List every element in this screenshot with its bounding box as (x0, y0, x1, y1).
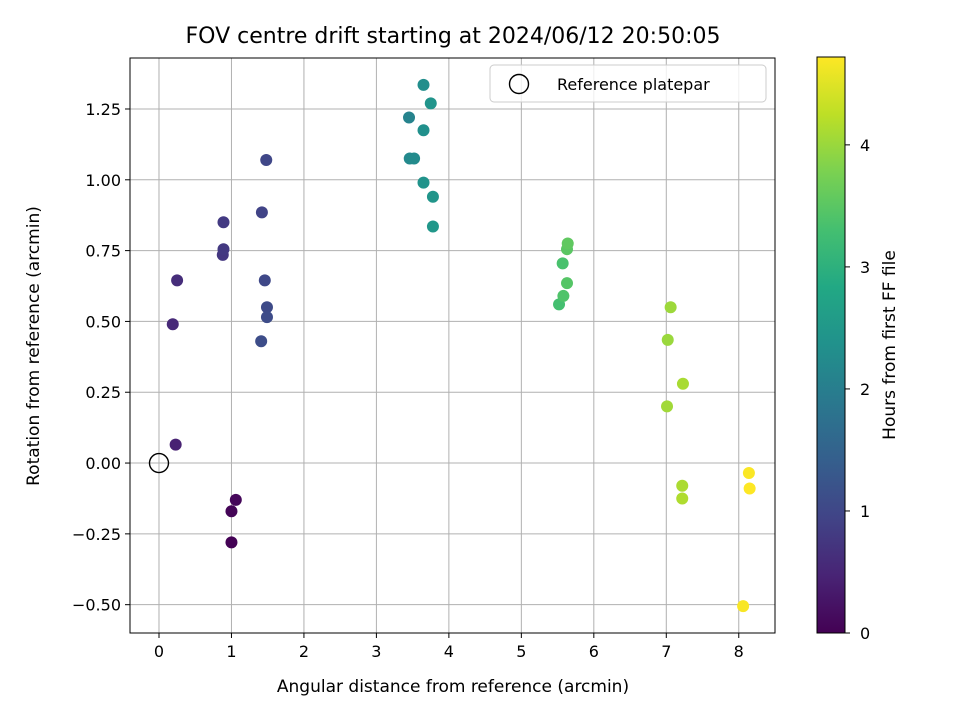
chart-title: FOV centre drift starting at 2024/06/12 … (186, 24, 721, 49)
reference-marker-layer (148, 452, 170, 474)
data-point (169, 438, 182, 451)
y-tick-label: 0.50 (85, 312, 121, 331)
x-axis-label: Angular distance from reference (arcmin) (277, 677, 629, 697)
data-point (258, 274, 271, 287)
y-axis-label: Rotation from reference (arcmin) (24, 206, 44, 486)
data-point (424, 97, 437, 110)
colorbar-tick-label: 3 (860, 258, 870, 277)
data-point (561, 277, 574, 290)
data-point (417, 124, 430, 137)
x-tick-label: 1 (226, 642, 236, 661)
data-point (561, 237, 574, 250)
scatter-points (166, 78, 756, 613)
data-point (217, 243, 230, 256)
data-point (426, 220, 439, 233)
y-tick-label: 1.00 (85, 171, 121, 190)
x-tick-label: 6 (589, 642, 599, 661)
x-tick-label: 5 (516, 642, 526, 661)
data-point (661, 400, 674, 413)
y-tick-label: 1.25 (85, 100, 121, 119)
data-point (403, 111, 416, 124)
x-tick-label: 2 (299, 642, 309, 661)
data-point (743, 482, 756, 495)
plot-frame (129, 57, 776, 634)
x-tick-label: 0 (154, 642, 164, 661)
data-point (166, 318, 179, 331)
data-point (255, 335, 268, 348)
data-point (556, 257, 569, 270)
data-point (676, 479, 689, 492)
x-axis-ticks: 0 1 2 3 4 5 6 7 8 (154, 633, 744, 661)
data-point (229, 493, 242, 506)
colorbar: 0 1 2 3 4 Hours from first FF file (816, 56, 900, 643)
data-point (417, 176, 430, 189)
data-point (260, 301, 273, 314)
colorbar-ticks: 0 1 2 3 4 (845, 136, 870, 643)
y-tick-label: 0.75 (85, 242, 121, 261)
data-point (676, 377, 689, 390)
data-point (557, 289, 570, 302)
legend-entry-reference: Reference platepar (557, 75, 710, 94)
data-point (417, 78, 430, 91)
data-point (225, 536, 238, 549)
colorbar-label: Hours from first FF file (880, 250, 900, 440)
legend-box (489, 64, 767, 103)
y-tick-label: −0.25 (72, 525, 121, 544)
data-point (171, 274, 184, 287)
data-point (225, 505, 238, 518)
reference-platepar-marker (148, 452, 170, 474)
legend: Reference platepar (489, 64, 767, 103)
x-tick-label: 8 (734, 642, 744, 661)
data-point (664, 301, 677, 314)
colorbar-tick-label: 0 (860, 624, 870, 643)
data-point (742, 466, 755, 479)
data-point (426, 190, 439, 203)
y-axis-ticks: −0.50 −0.25 0.00 0.25 0.50 0.75 1.00 1.25 (72, 100, 130, 615)
y-tick-label: 0.25 (85, 383, 121, 402)
data-point (737, 600, 750, 613)
x-tick-label: 7 (661, 642, 671, 661)
x-tick-label: 4 (444, 642, 454, 661)
data-point (217, 216, 230, 229)
grid (130, 58, 775, 633)
colorbar-tick-label: 4 (860, 136, 870, 155)
data-point (661, 333, 674, 346)
y-tick-label: −0.50 (72, 596, 121, 615)
x-tick-label: 3 (371, 642, 381, 661)
data-point (676, 492, 689, 505)
data-point (255, 206, 268, 219)
data-point (260, 311, 273, 324)
data-point (260, 153, 273, 166)
y-tick-label: 0.00 (85, 454, 121, 473)
data-point (408, 152, 421, 165)
colorbar-gradient (816, 56, 846, 634)
colorbar-tick-label: 1 (860, 502, 870, 521)
colorbar-tick-label: 2 (860, 380, 870, 399)
legend-reference-marker (508, 73, 530, 95)
